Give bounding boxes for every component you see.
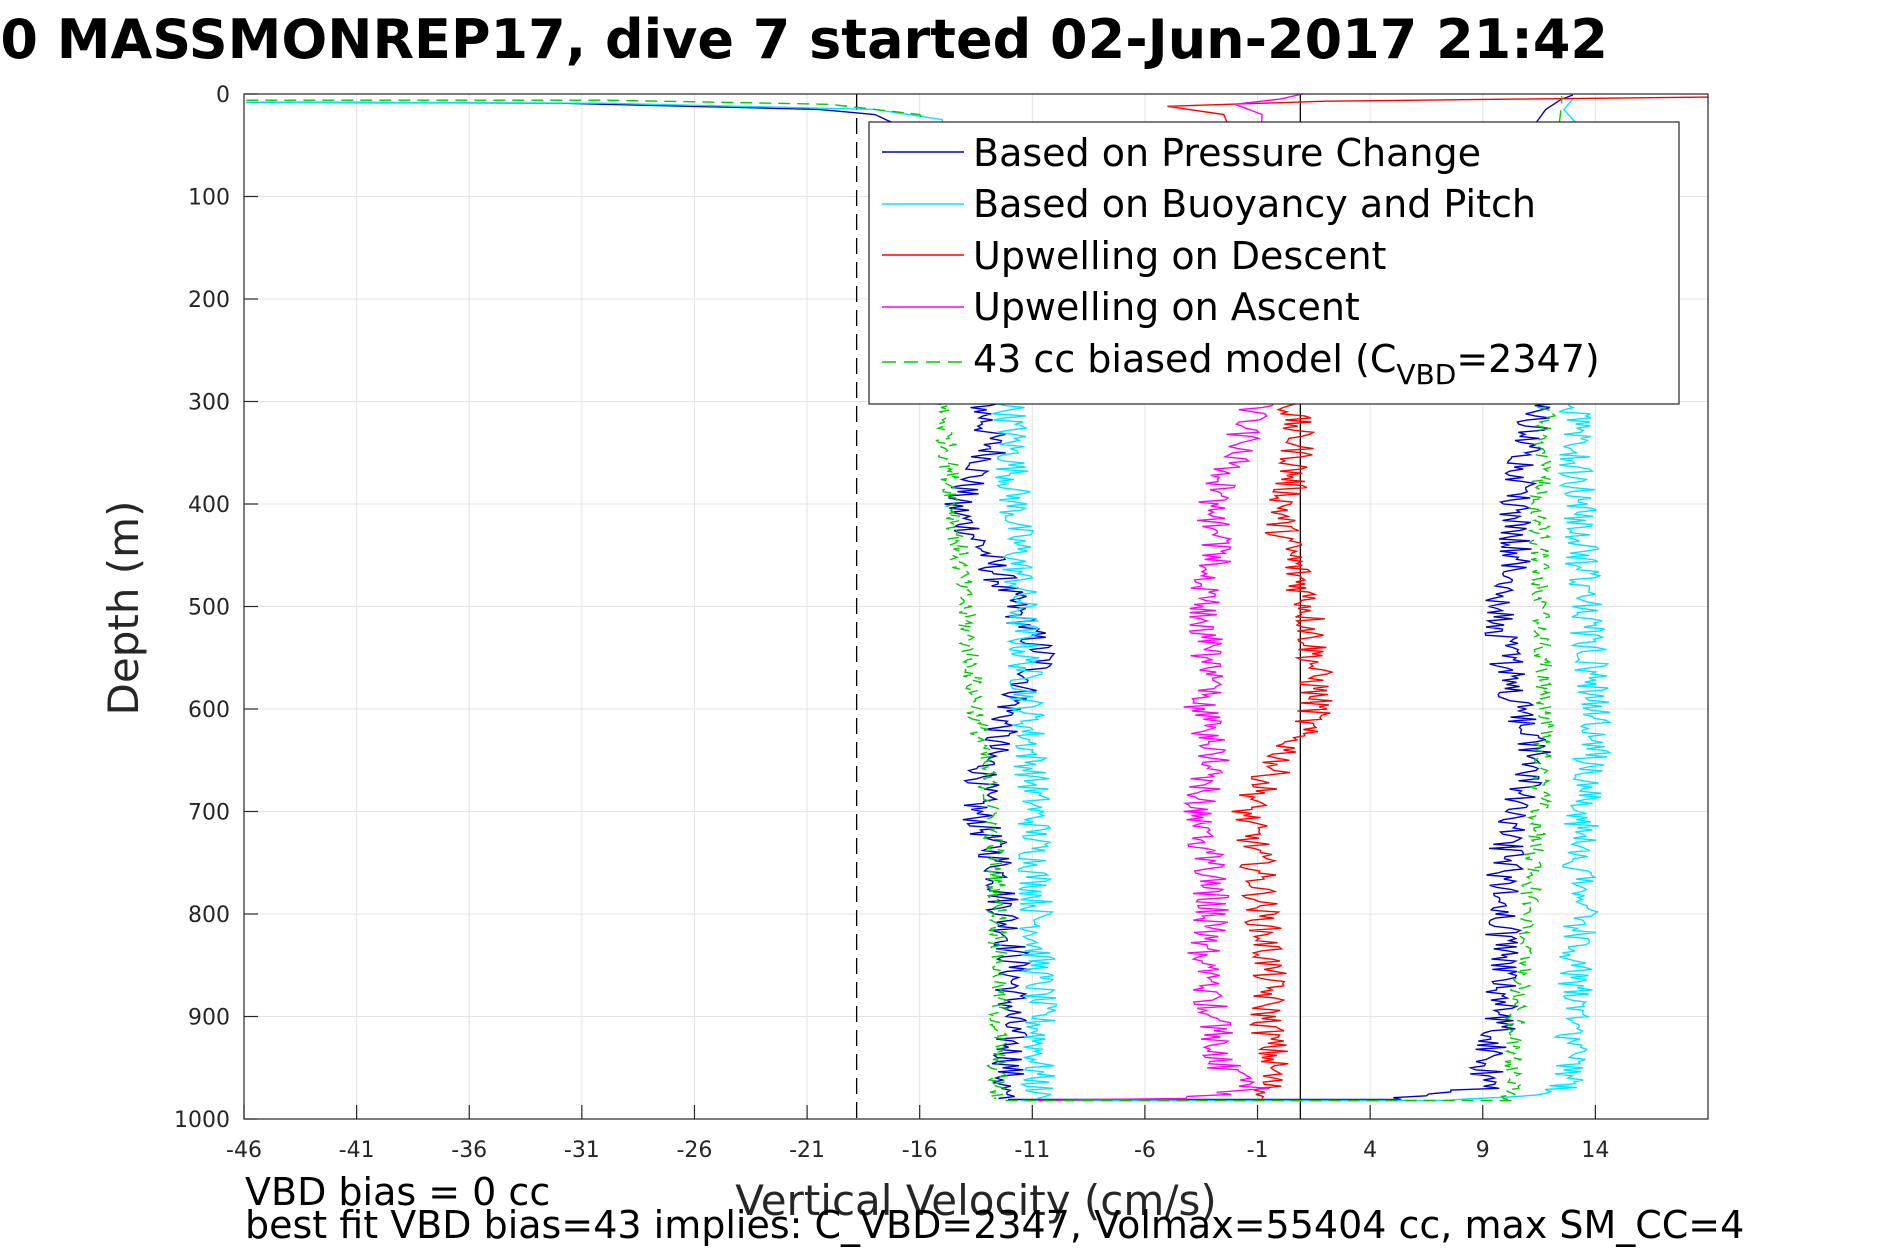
y-tick-label: 0 — [216, 83, 230, 108]
y-tick-label: 600 — [188, 698, 230, 723]
y-tick-label: 400 — [188, 493, 230, 518]
x-tick-label: -11 — [1014, 1138, 1050, 1163]
legend-label-buoyancy: Based on Buoyancy and Pitch — [973, 182, 1536, 226]
legend-label-model-sub: VBD — [1396, 358, 1456, 391]
chart-title: SG620 MASSMONREP17, dive 7 started 02-Ju… — [0, 8, 1608, 71]
footnote-best-fit: best fit VBD bias=43 implies: C_VBD=2347… — [245, 1203, 1744, 1247]
x-tick-label: 4 — [1363, 1138, 1377, 1163]
y-tick-label: 900 — [188, 1006, 230, 1031]
legend: Based on Pressure Change Based on Buoyan… — [868, 121, 1680, 405]
y-tick-label: 100 — [188, 186, 230, 211]
x-tick-label: -31 — [564, 1138, 600, 1163]
x-tick-label: -6 — [1134, 1138, 1156, 1163]
x-tick-label: -1 — [1247, 1138, 1269, 1163]
y-tick-label: 300 — [188, 391, 230, 416]
x-tick-label: -46 — [226, 1138, 262, 1163]
legend-label-model-main: 43 cc biased model (C — [973, 337, 1396, 381]
x-axis-label: Vertical Velocity (cm/s) — [735, 1176, 1216, 1225]
axis-ticks: -46 -41 -36 -31 -26 -21 -16 -11 -6 -1 4 9 14 0 100 200 3… — [174, 83, 1609, 1163]
x-tick-label: 9 — [1476, 1138, 1490, 1163]
y-tick-label: 500 — [188, 596, 230, 621]
legend-label-ascent: Upwelling on Ascent — [973, 285, 1360, 329]
legend-box — [868, 121, 1680, 405]
x-tick-label: -41 — [339, 1138, 375, 1163]
y-tick-label: 1000 — [174, 1108, 230, 1133]
x-tick-label: -21 — [789, 1138, 825, 1163]
legend-label-model: 43 cc biased model (CVBD=2347) — [973, 337, 1600, 391]
x-tick-label: -36 — [451, 1138, 487, 1163]
series-line-4-ascent — [1005, 96, 1563, 1102]
y-tick-label: 200 — [188, 288, 230, 313]
legend-label-model-end: =2347) — [1456, 337, 1599, 381]
x-tick-label: -16 — [902, 1138, 938, 1163]
y-axis-label: Depth (m) — [99, 501, 148, 716]
legend-label-descent: Upwelling on Descent — [973, 234, 1386, 278]
legend-label-pressure: Based on Pressure Change — [973, 131, 1481, 175]
y-tick-label: 800 — [188, 903, 230, 928]
footnote-vbd-bias: VBD bias = 0 cc — [245, 1170, 550, 1214]
y-tick-label: 700 — [188, 801, 230, 826]
x-tick-label: -26 — [676, 1138, 712, 1163]
x-tick-label: 14 — [1581, 1138, 1609, 1163]
